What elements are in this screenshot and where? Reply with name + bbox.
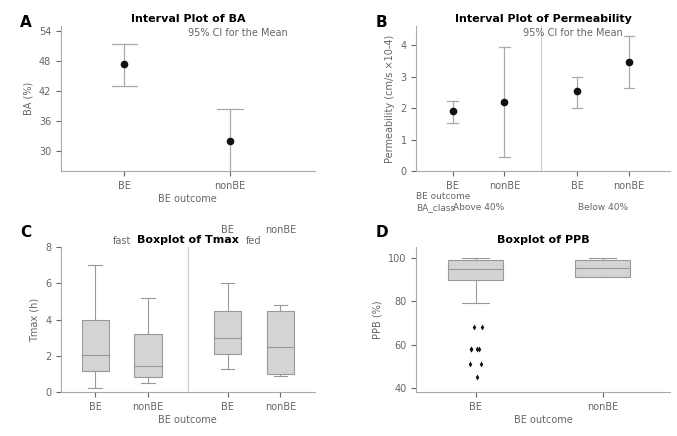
Y-axis label: Tmax (h): Tmax (h) [29,298,39,342]
Text: D: D [376,225,389,240]
X-axis label: BE outcome: BE outcome [514,415,573,425]
Bar [214,310,241,354]
Title: Boxplot of PPB: Boxplot of PPB [497,235,590,245]
Y-axis label: Permeability (cm/s ×10-4): Permeability (cm/s ×10-4) [385,35,395,163]
Text: B: B [376,14,387,30]
Title: Interval Plot of BA: Interval Plot of BA [131,14,245,24]
Bar [448,260,503,279]
Text: 95% CI for the Mean: 95% CI for the Mean [188,28,288,38]
Text: nonBE: nonBE [265,225,296,235]
Text: Below 40%: Below 40% [577,204,628,212]
Text: A: A [20,14,32,30]
Title: Boxplot of Tmax: Boxplot of Tmax [137,235,239,245]
Text: C: C [20,225,31,240]
Y-axis label: PPB (%): PPB (%) [373,300,383,339]
Text: fed: fed [246,235,262,245]
Title: Interval Plot of Permeability: Interval Plot of Permeability [455,14,632,24]
Text: Above 40%: Above 40% [453,204,504,212]
Text: 95% CI for the Mean: 95% CI for the Mean [523,28,623,38]
Bar [81,320,109,371]
Bar [575,260,630,277]
Text: BA_class: BA_class [416,204,456,212]
Bar [267,310,294,374]
Text: fast: fast [112,235,131,245]
X-axis label: BE outcome: BE outcome [158,194,217,204]
Bar [135,334,162,377]
Text: BE outcome: BE outcome [416,192,471,201]
Y-axis label: BA (%): BA (%) [23,82,33,116]
X-axis label: BE outcome: BE outcome [158,415,217,425]
Text: BE: BE [221,225,234,235]
